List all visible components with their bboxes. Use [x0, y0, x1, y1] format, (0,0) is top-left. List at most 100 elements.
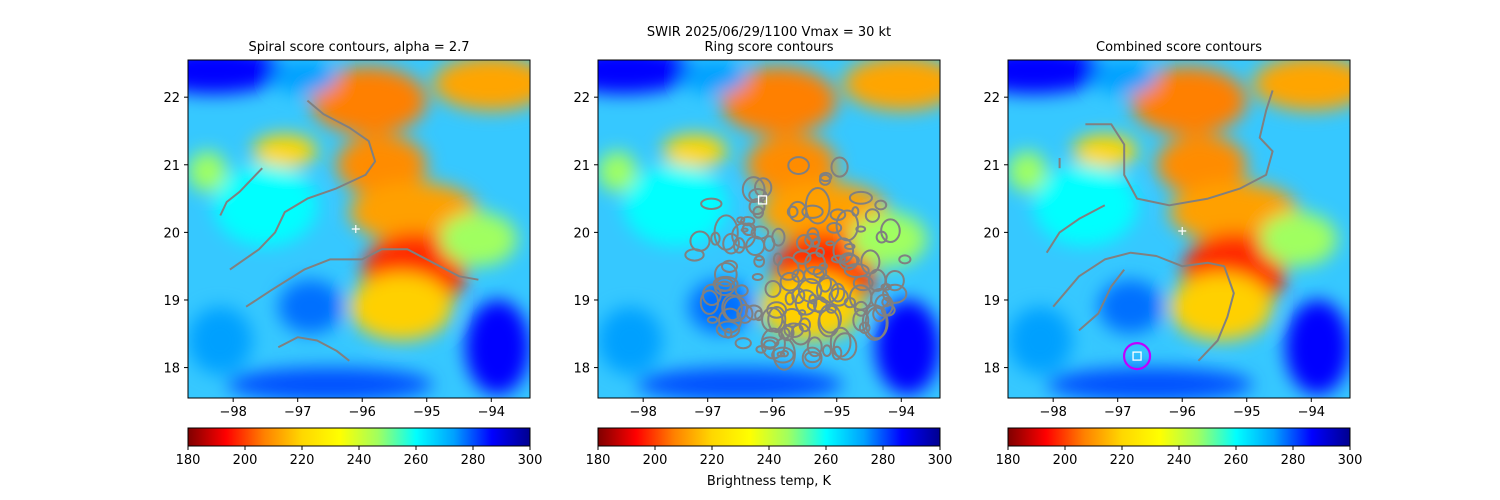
- ring-contour: [764, 280, 782, 298]
- x-tick-label: −98: [629, 405, 656, 420]
- ring-contour: [713, 214, 739, 251]
- y-tick-label: 21: [163, 159, 180, 174]
- center-plus-marker: [351, 225, 360, 233]
- heatmap-feature: [1259, 212, 1338, 267]
- ring-contour: [715, 320, 741, 339]
- y-tick-label: 18: [163, 362, 180, 377]
- heatmap-feature: [1008, 306, 1073, 375]
- heatmap-feature: [213, 164, 318, 246]
- ring-contour: [740, 227, 749, 233]
- axes-frame: [1007, 59, 1351, 399]
- colorbar-tick-label: 200: [643, 453, 668, 468]
- ring-contour: [752, 205, 765, 219]
- contour-line: [219, 167, 263, 216]
- colorbar: [597, 427, 941, 447]
- x-tick-label: −94: [1298, 405, 1325, 420]
- ring-contour: [801, 204, 824, 219]
- ring-contour: [755, 345, 767, 354]
- heatmap-feature: [1156, 134, 1247, 196]
- ring-contour: [787, 156, 810, 175]
- center-plus-marker: [1178, 227, 1187, 236]
- x-tick-label: −94: [888, 405, 915, 420]
- heatmap-feature: [188, 60, 285, 94]
- y-tick-label: 21: [983, 159, 1000, 174]
- ring-contour: [713, 261, 738, 288]
- contour-line: [1045, 204, 1106, 254]
- y-tick-label: 19: [163, 294, 180, 309]
- ring-contour: [732, 237, 746, 254]
- heatmap-feature: [662, 134, 728, 169]
- ring-contour: [778, 327, 791, 340]
- colorbar-tick-label: 180: [176, 453, 201, 468]
- colorbar-tick-label: 300: [518, 453, 543, 468]
- ring-contour: [898, 254, 912, 265]
- heatmap-combined: [1008, 60, 1350, 398]
- y-tick-label: 20: [163, 226, 180, 241]
- contour-line: [1078, 268, 1125, 332]
- panel-title: Combined score contours: [1096, 40, 1262, 55]
- heatmap-feature: [278, 279, 343, 334]
- heatmap-feature: [1033, 164, 1138, 246]
- ring-contour: [835, 209, 859, 242]
- ring-contour: [699, 289, 720, 315]
- ring-contour: [821, 344, 832, 357]
- colorbar-tick-label: 220: [290, 453, 315, 468]
- y-tick-label: 22: [573, 91, 590, 106]
- y-tick-label: 18: [573, 362, 590, 377]
- heatmap-feature: [1008, 151, 1047, 192]
- contour-line: [229, 99, 377, 271]
- ring-contour: [763, 339, 777, 350]
- ring-contour: [826, 221, 843, 234]
- colorbar-tick-label: 240: [757, 453, 782, 468]
- ring-contour: [817, 308, 840, 338]
- contour-line: [277, 336, 350, 362]
- y-tick-label: 19: [573, 294, 590, 309]
- heatmap-feature: [1046, 367, 1254, 398]
- ring-contour: [794, 289, 818, 316]
- figure-suptitle: SWIR 2025/06/29/1100 Vmax = 30 kt: [647, 25, 891, 40]
- ring-contour: [806, 336, 823, 358]
- ring-contour: [771, 346, 795, 364]
- panel-title: Ring score contours: [704, 40, 833, 55]
- ring-contour: [790, 322, 811, 346]
- heatmap-feature: [598, 151, 637, 192]
- colorbar-tick-label: 280: [1281, 453, 1306, 468]
- ring-contour: [864, 208, 881, 223]
- ring-contour: [741, 176, 766, 203]
- ring-contour: [712, 275, 739, 292]
- y-tick-label: 18: [983, 362, 1000, 377]
- y-tick-label: 20: [983, 226, 1000, 241]
- heatmap-feature: [349, 272, 453, 341]
- ring-contour: [880, 283, 892, 291]
- heatmap-feature: [849, 212, 928, 267]
- panel-combined: Combined score contours −98 −97 −96 −95 −94 18…: [983, 40, 1362, 468]
- x-tick-label: −97: [284, 405, 311, 420]
- contour-line: [245, 248, 479, 308]
- heatmap-feature: [1285, 299, 1350, 395]
- ring-contour: [748, 198, 766, 216]
- heatmap-feature: [1008, 60, 1105, 94]
- axes-frame: [187, 59, 531, 399]
- heatmap-feature: [465, 299, 530, 395]
- heatmap-feature: [1091, 60, 1157, 94]
- colorbar: [1007, 427, 1351, 447]
- colorbar-tick-label: 280: [461, 453, 486, 468]
- colorbar-tick-label: 220: [700, 453, 725, 468]
- ring-contour: [684, 248, 705, 262]
- x-tick-label: −96: [349, 405, 376, 420]
- ring-contour: [734, 284, 749, 297]
- center-square-marker: [757, 195, 768, 205]
- heatmap-feature: [843, 60, 940, 111]
- ring-contour: [776, 256, 800, 281]
- ring-contour: [740, 215, 756, 227]
- y-tick-label: 19: [983, 294, 1000, 309]
- x-tick-label: −98: [219, 405, 246, 420]
- heatmap-feature: [252, 134, 318, 169]
- ring-contour: [706, 315, 719, 324]
- ring-contour: [829, 326, 852, 358]
- heatmap-feature: [875, 299, 940, 395]
- x-tick-label: −96: [1169, 405, 1196, 420]
- colorbar: [187, 427, 531, 447]
- heatmap-feature: [681, 60, 747, 94]
